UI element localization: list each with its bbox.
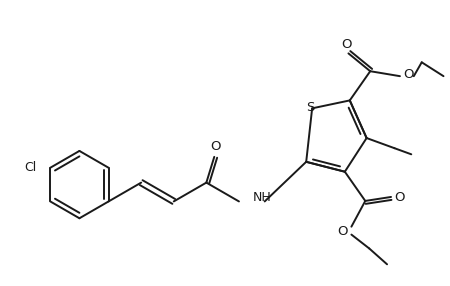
Text: S: S	[306, 101, 315, 114]
Text: O: O	[395, 191, 405, 204]
Text: Cl: Cl	[24, 161, 36, 174]
Text: O: O	[210, 140, 220, 154]
Text: O: O	[404, 68, 414, 81]
Text: O: O	[337, 225, 348, 238]
Text: NH: NH	[253, 191, 271, 204]
Text: O: O	[341, 38, 352, 51]
